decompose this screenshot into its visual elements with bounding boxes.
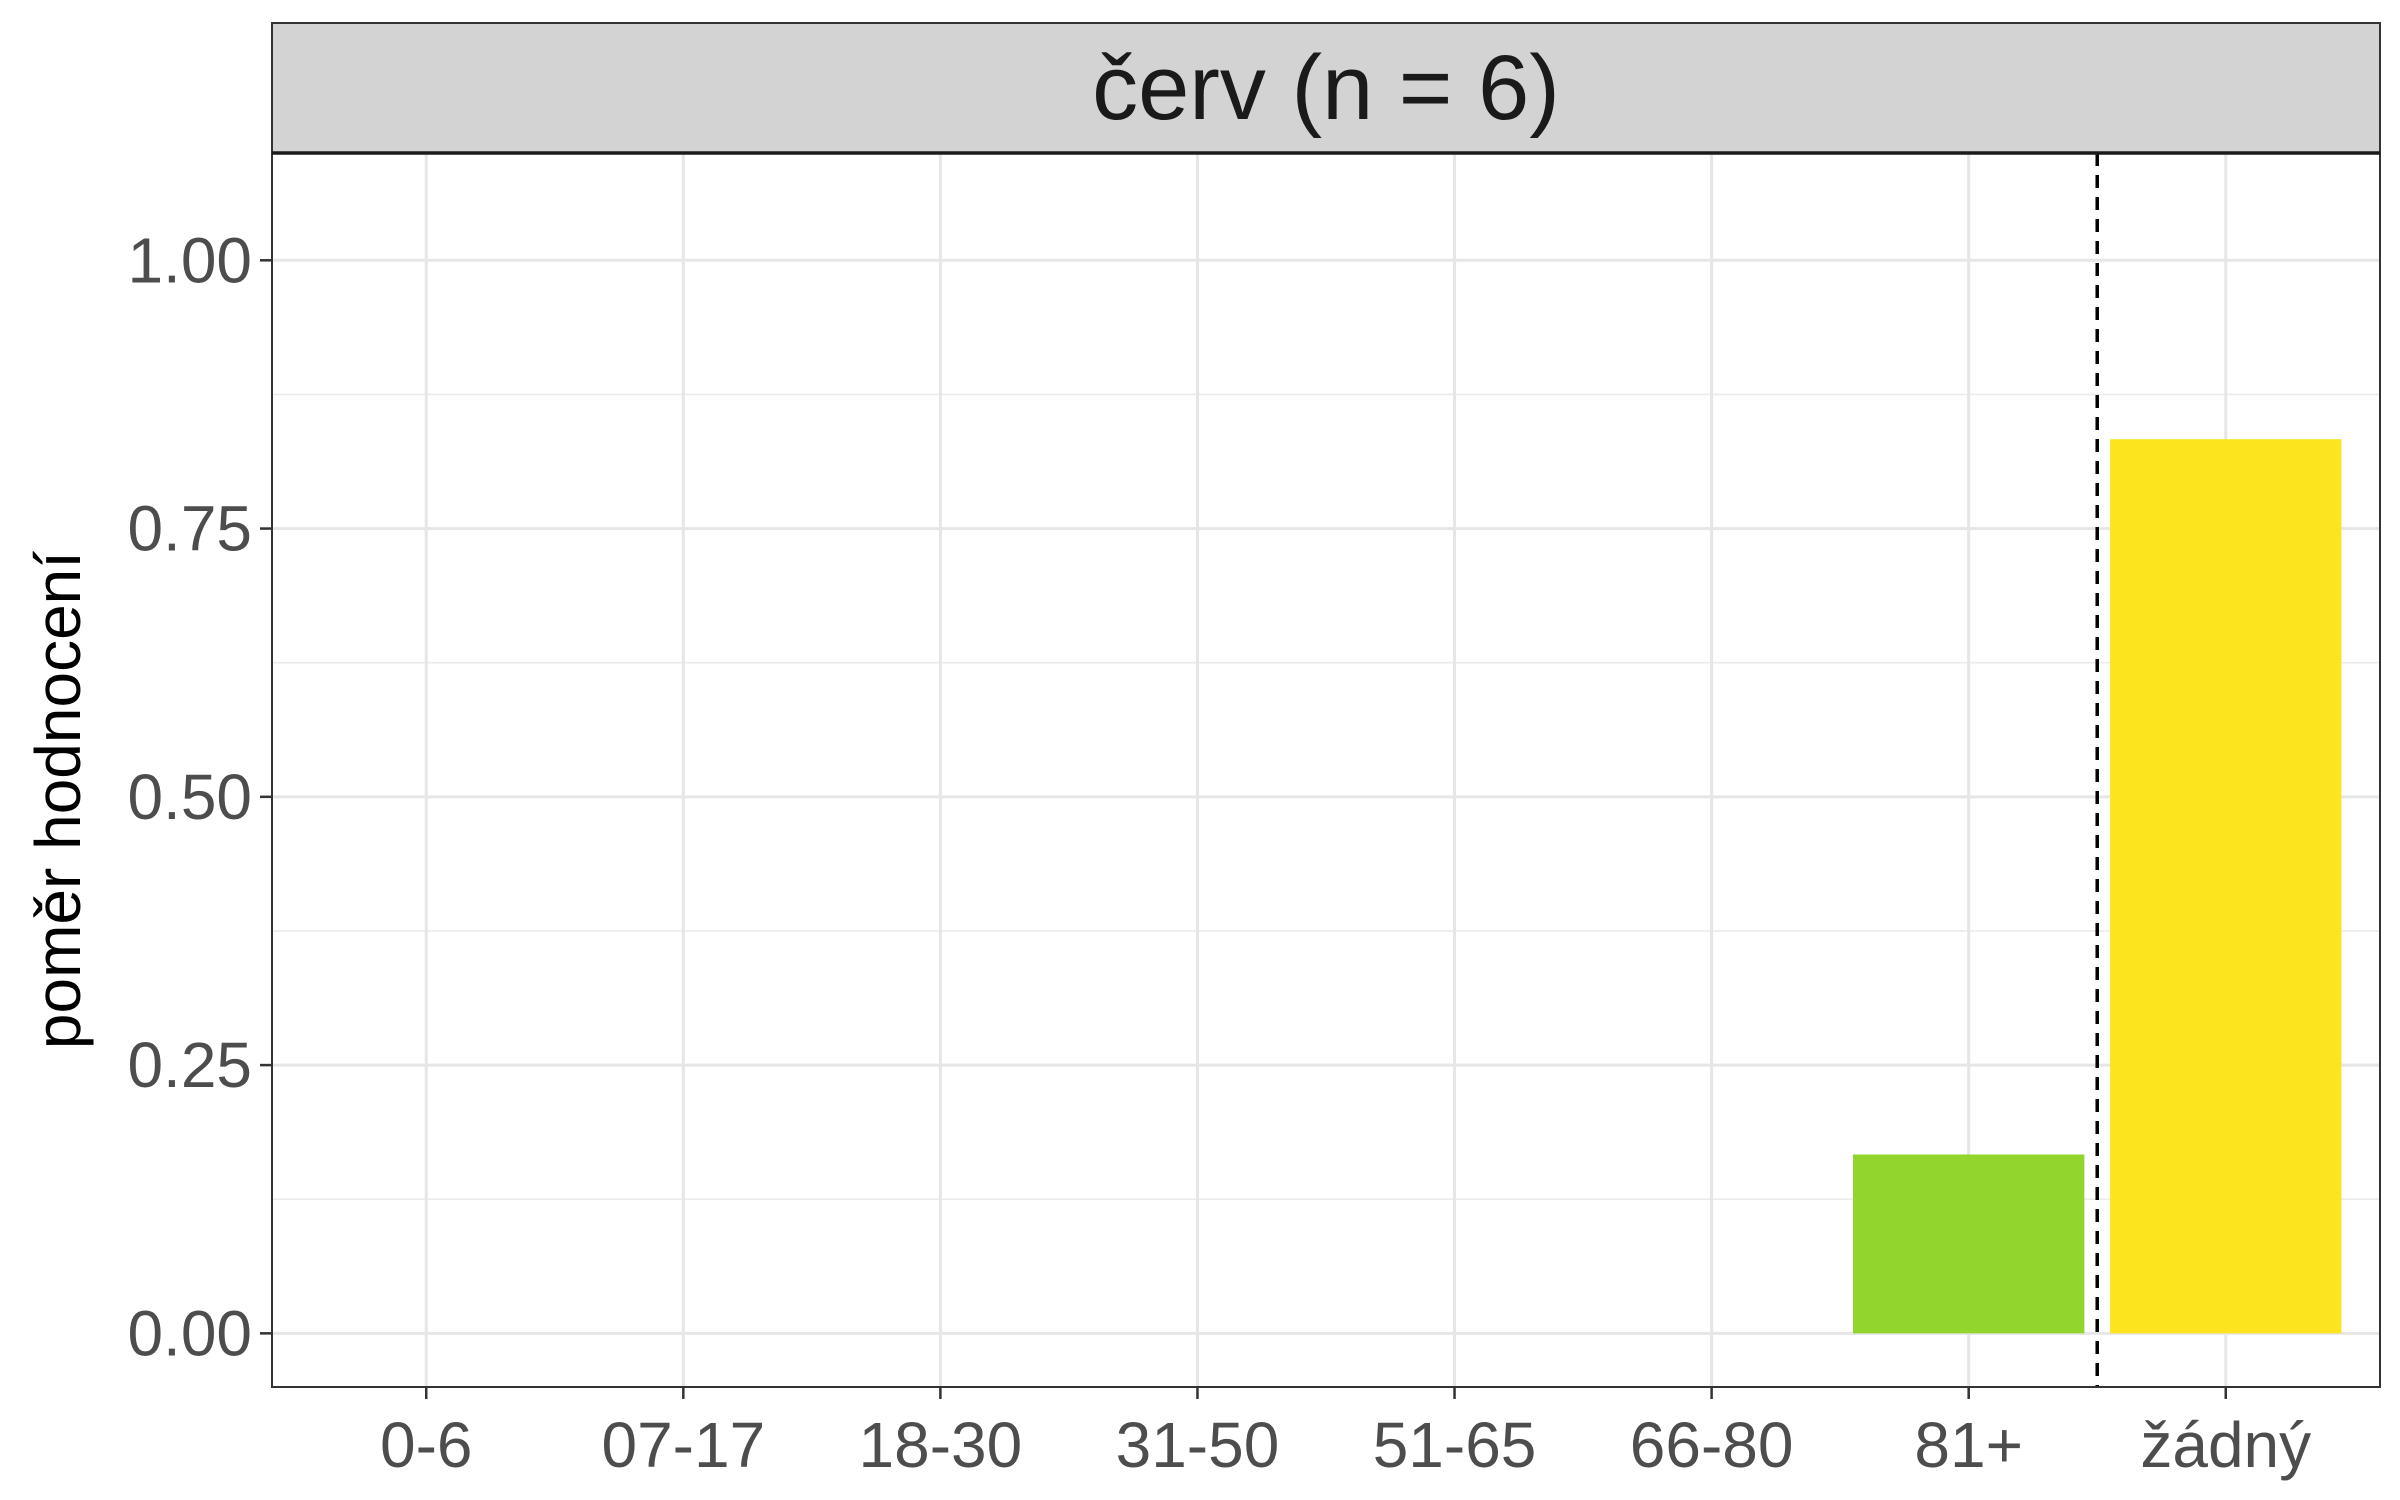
x-tick-label: 0-6 (380, 1409, 473, 1481)
y-tick-label: 0.75 (127, 493, 252, 565)
x-tick-label: 07-17 (601, 1409, 765, 1481)
x-tick-label: 51-65 (1373, 1409, 1537, 1481)
x-tick-label: 18-30 (859, 1409, 1023, 1481)
x-tick-label: žádný (2140, 1409, 2311, 1481)
bar-81+ (1853, 1154, 2085, 1334)
y-tick-label: 1.00 (127, 224, 252, 296)
chart-title: červ (n = 6) (1092, 37, 1560, 139)
y-tick-label: 0.25 (127, 1029, 252, 1101)
y-axis-label: poměr hodnocení (22, 551, 94, 1049)
bar-žádný (2110, 439, 2342, 1334)
x-tick-label: 66-80 (1630, 1409, 1794, 1481)
x-tick-label: 81+ (1914, 1409, 2023, 1481)
y-tick-label: 0.00 (127, 1297, 252, 1369)
y-tick-label: 0.50 (127, 761, 252, 833)
x-tick-label: 31-50 (1116, 1409, 1280, 1481)
